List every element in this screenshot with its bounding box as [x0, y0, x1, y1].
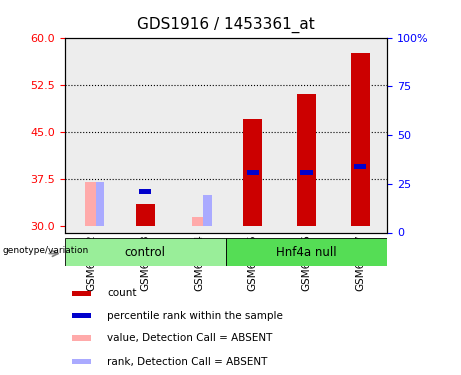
Bar — [192, 217, 206, 226]
Bar — [243, 119, 262, 226]
Title: GDS1916 / 1453361_at: GDS1916 / 1453361_at — [137, 17, 315, 33]
Text: count: count — [107, 288, 136, 298]
Bar — [226, 38, 280, 232]
Text: control: control — [125, 246, 165, 259]
Bar — [247, 170, 259, 175]
Bar — [72, 335, 91, 341]
Bar — [203, 195, 212, 226]
Bar — [139, 189, 151, 194]
Bar — [172, 38, 226, 232]
Bar — [351, 53, 370, 226]
Text: value, Detection Call = ABSENT: value, Detection Call = ABSENT — [107, 333, 272, 343]
Bar — [118, 38, 172, 232]
Bar — [72, 291, 91, 296]
Bar — [65, 238, 226, 266]
Bar — [226, 238, 387, 266]
Bar — [333, 38, 387, 232]
Text: genotype/variation: genotype/variation — [3, 246, 89, 255]
Bar — [85, 182, 98, 226]
Bar — [354, 164, 366, 169]
Bar — [280, 38, 333, 232]
Bar — [96, 182, 104, 226]
Bar — [301, 170, 313, 175]
Bar — [297, 94, 316, 226]
Text: Hnf4a null: Hnf4a null — [276, 246, 337, 259]
Bar — [65, 38, 118, 232]
Bar — [72, 359, 91, 364]
Bar — [72, 313, 91, 318]
Text: rank, Detection Call = ABSENT: rank, Detection Call = ABSENT — [107, 357, 267, 366]
Bar — [136, 204, 154, 226]
Text: percentile rank within the sample: percentile rank within the sample — [107, 310, 283, 321]
